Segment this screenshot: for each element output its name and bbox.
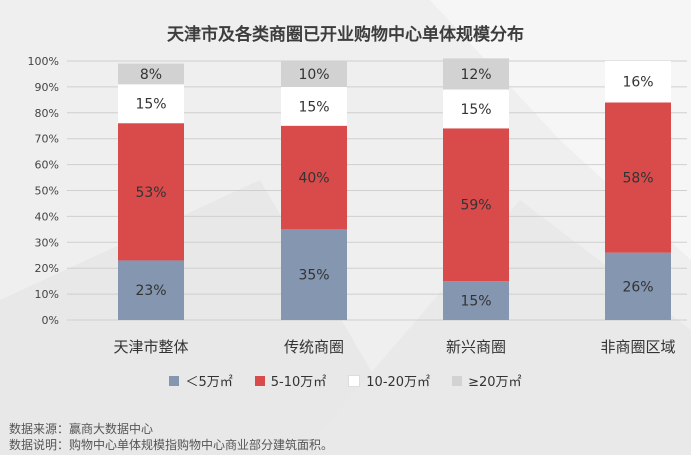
bar-segment <box>281 86 347 126</box>
legend-swatch <box>169 375 180 386</box>
data-label: 16% <box>622 75 653 91</box>
data-label: 8% <box>140 67 162 83</box>
y-tick-label: 0% <box>42 314 59 327</box>
bar-segment <box>118 84 184 124</box>
data-label: 58% <box>622 171 653 187</box>
data-label: 15% <box>460 102 491 118</box>
bars <box>118 58 671 320</box>
legend-label: ＜5万㎡ <box>185 375 233 390</box>
bar-segment <box>605 102 671 253</box>
y-tick-label: 90% <box>35 81 59 94</box>
y-tick-label: 60% <box>35 159 59 172</box>
data-label: 15% <box>298 99 329 115</box>
data-label: 10% <box>298 67 329 83</box>
x-axis: 天津市整体 传统商圈 新兴商圈 非商圈区域 <box>113 338 675 356</box>
x-tick-label: 新兴商圈 <box>446 338 506 356</box>
legend-label: 10-20万㎡ <box>366 375 431 390</box>
data-note: 数据说明：购物中心单体规模指购物中心商业部分建筑面积。 <box>9 438 334 452</box>
y-tick-label: 100% <box>28 55 59 68</box>
y-tick-label: 30% <box>35 236 59 249</box>
y-tick-label: 80% <box>35 107 59 120</box>
bar-segment <box>605 61 671 103</box>
y-tick-label: 10% <box>35 288 59 301</box>
y-tick-label: 70% <box>35 133 59 146</box>
legend: ＜5万㎡ 5-10万㎡ 10-20万㎡ ≥20万㎡ <box>0 371 691 390</box>
legend-label: 5-10万㎡ <box>270 375 327 390</box>
data-label: 35% <box>298 268 329 284</box>
data-label: 26% <box>622 279 653 295</box>
legend-label: ≥20万㎡ <box>468 375 522 390</box>
source-note: 数据来源：赢商大数据中心 <box>9 422 154 436</box>
bar-segment <box>281 61 347 87</box>
bar-segment <box>443 281 509 320</box>
data-label: 23% <box>135 283 166 299</box>
bar-segment <box>118 63 184 85</box>
legend-item: ＜5万㎡ <box>169 371 233 390</box>
y-tick-label: 20% <box>35 262 59 275</box>
legend-item: ≥20万㎡ <box>452 371 522 390</box>
legend-swatch <box>348 374 361 387</box>
legend-item: 10-20万㎡ <box>348 371 430 390</box>
legend-swatch <box>254 375 265 386</box>
data-label: 12% <box>460 67 491 83</box>
data-label: 40% <box>298 171 329 187</box>
x-tick-label: 天津市整体 <box>113 338 188 356</box>
data-label: 15% <box>460 294 491 310</box>
bar-segment <box>281 125 347 230</box>
x-tick-label: 传统商圈 <box>284 338 344 356</box>
data-label: 53% <box>135 185 166 201</box>
legend-item: 5-10万㎡ <box>254 371 327 390</box>
y-tick-label: 50% <box>35 185 59 198</box>
data-label: 59% <box>460 198 491 214</box>
bar-segment <box>605 252 671 320</box>
bar-segment <box>443 58 509 90</box>
data-labels: 23% 53% 15% 8% 35% 40% 15% 10% 15% 59% 15% 12% 26% 58… <box>135 67 653 310</box>
data-label: 15% <box>135 97 166 113</box>
bar-segment <box>443 89 509 129</box>
bar-segment <box>443 128 509 282</box>
y-axis: 0% 10% 20% 30% 40% 50% 60% 70% 80% 90% 100% <box>28 55 59 327</box>
legend-swatch <box>452 375 463 386</box>
bar-segment <box>118 260 184 320</box>
y-tick-label: 40% <box>35 210 59 223</box>
bar-segment <box>118 123 184 261</box>
x-tick-label: 非商圈区域 <box>600 338 675 356</box>
chart-title: 天津市及各类商圈已开业购物中心单体规模分布 <box>167 25 524 45</box>
bar-segment <box>281 229 347 320</box>
footer: 数据来源：赢商大数据中心 数据说明：购物中心单体规模指购物中心商业部分建筑面积。 <box>9 421 333 453</box>
